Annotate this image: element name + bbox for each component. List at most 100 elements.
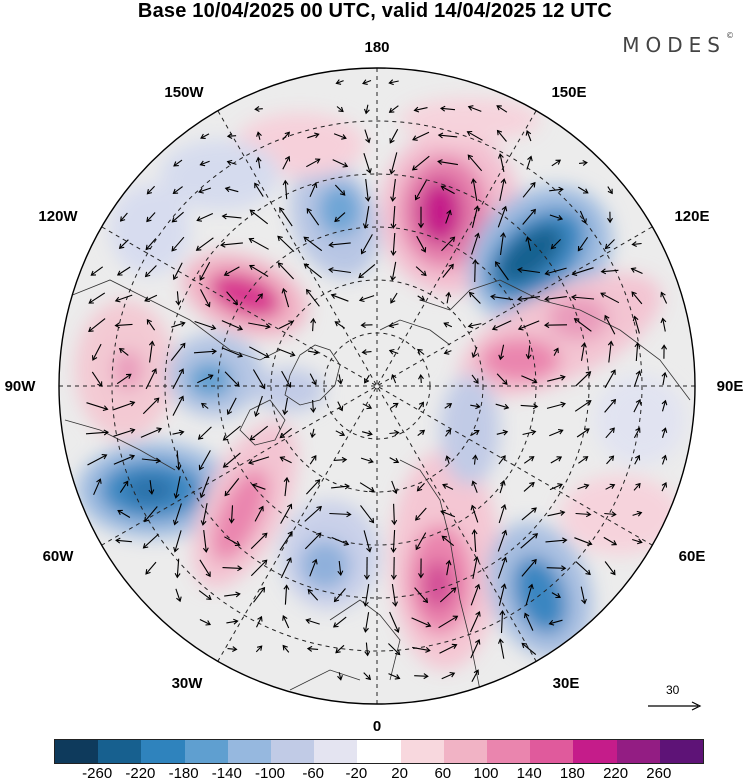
wind-arrow-head [449,236,456,242]
wind-arrow [117,510,131,518]
wind-arrow-head [210,324,217,331]
wind-arrow-head [103,429,110,436]
wind-arrow-head [473,556,480,562]
wind-arrow-head [198,464,204,471]
wind-arrow [471,374,479,384]
wind-arrow [526,156,532,170]
wind-arrow-head [443,322,449,328]
wind-arrow-head [609,483,616,489]
wind-arrow-head [237,325,244,331]
wind-arrow-head [632,315,639,322]
lon-label-120e: 120E [674,208,709,225]
wind-arrow-head [171,246,177,252]
wind-arrow-head [313,349,320,356]
wind-arrow-head [636,510,643,517]
wind-arrow-head [610,369,616,375]
wind-arrow [145,265,157,277]
wind-arrow [498,584,506,606]
wind-arrow [225,187,239,193]
colorbar-segment [400,740,444,763]
colorbar-segment [573,740,617,763]
wind-arrow [149,341,153,363]
wind-arrow [362,351,372,353]
wind-arrow [661,400,667,412]
wind-arrow [391,374,397,384]
wind-arrow [546,403,566,409]
wind-arrow-head [475,403,481,410]
wind-arrow-head [560,374,566,381]
wind-arrow [199,619,211,625]
wind-arrow [415,180,427,200]
wind-arrow [333,459,347,461]
wind-arrow-head [369,486,375,492]
wind-arrow-head [262,532,268,539]
wind-arrow-head [560,401,566,408]
wind-arrow-head [499,609,506,616]
wind-arrow-head [389,168,396,175]
wind-arrow [411,617,431,627]
wind-arrow-head [634,341,641,348]
wind-arrow [415,507,427,521]
wind-arrow [283,397,289,415]
wind-arrow [278,262,294,280]
wind-arrow-head [474,232,481,239]
wind-arrow [471,206,479,228]
wind-arrow [201,403,209,409]
wind-arrow [496,105,508,113]
wind-arrow-head [392,601,399,607]
wind-arrow-head [474,583,481,590]
wind-arrow-head [368,517,375,524]
wind-arrow-head [118,347,125,354]
wind-arrow-head [171,217,178,223]
wind-arrow-head [502,429,509,436]
colorbar-segment [659,740,704,763]
wind-arrow-head [425,646,431,653]
reference-vector-label: 30 [666,683,680,697]
wind-arrow-head [88,326,94,333]
wind-arrow-head [394,674,401,680]
colorbar-tick-label: 260 [646,765,672,782]
wind-arrow-head [470,178,477,184]
wind-arrow-head [500,232,506,238]
wind-arrow-head [339,430,346,437]
wind-arrow [575,371,591,387]
wind-arrow [600,292,620,304]
colorbar-tick-label: -20 [345,765,368,782]
wind-arrow [467,131,483,141]
wind-arrow-head [521,642,527,649]
wind-arrow [144,294,158,302]
wind-arrow-head [253,411,260,417]
wind-arrow-head [637,538,643,545]
wind-arrow [252,484,266,490]
wind-arrow-head [129,400,136,407]
wind-arrow-head [610,398,617,405]
colorbar-tick-label: 220 [603,765,629,782]
wind-arrow-head [358,296,365,303]
wind-arrow [439,644,457,654]
wind-arrow-head [199,275,205,281]
wind-arrow [364,129,370,143]
wind-arrow [392,529,396,553]
wind-arrow [257,157,261,169]
wind-arrow [576,428,590,438]
wind-arrow [472,346,478,358]
wind-arrow-head [115,537,121,544]
wind-arrow-head [361,349,367,355]
wind-arrow [282,615,290,629]
wind-arrow-head [314,132,320,139]
wind-arrow [601,269,619,273]
colorbar-labels: -260 -220 -180 -140 -100 -60 -20 20 60 100 140 180 2… [54,765,702,782]
wind-arrow-head [282,615,288,621]
reference-vector-arrow [648,701,702,711]
wind-arrow [331,485,349,489]
wind-arrow [249,425,269,441]
wind-arrow [553,348,559,356]
wind-arrow-head [315,532,322,538]
wind-arrow [331,536,349,546]
wind-arrow [446,560,450,576]
wind-arrow-head [532,533,539,539]
wind-arrow-head [251,483,258,489]
wind-arrow [255,108,263,110]
lon-label-60e: 60E [679,548,706,565]
wind-arrow [309,559,317,577]
